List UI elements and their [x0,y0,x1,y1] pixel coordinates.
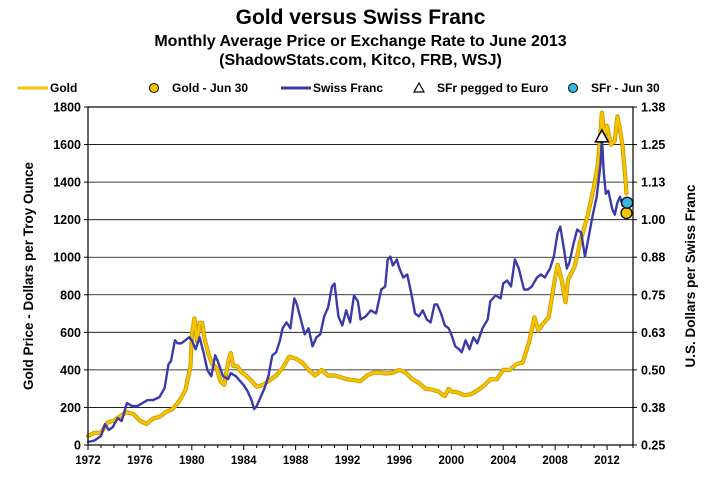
x-tick-label: 1984 [231,455,257,467]
x-tick-label: 2000 [439,455,465,467]
plot-frame [87,106,634,446]
y-left-tick-label: 1800 [53,101,81,115]
swiss-franc-line [86,135,628,444]
chart-title: Gold versus Swiss Franc [235,6,486,29]
gold-jun30-marker [620,206,633,220]
x-tick-label: 1972 [75,455,101,467]
x-tick-label: 2008 [542,455,568,467]
x-tick-label: 2004 [490,455,516,467]
x-tick-label: 2012 [594,455,620,467]
chart-source: (ShadowStats.com, Kitco, FRB, WSJ) [219,52,502,69]
y-left-tick-label: 1400 [53,176,81,190]
chart-subtitle: Monthly Average Price or Exchange Rate t… [154,33,567,50]
y-right-tick-label: 0.50 [641,363,665,377]
markers [594,128,634,220]
gold-line [86,111,628,438]
y-left-tick-label: 1600 [53,138,81,152]
legend-label: SFr - Jun 30 [591,81,660,95]
y-left-tick-label: 400 [60,363,81,377]
y-left-tick-label: 200 [60,401,81,415]
legend-swatch-circle [568,83,578,93]
x-tick-label: 1992 [335,455,361,467]
y-right-tick-label: 0.25 [641,439,665,453]
x-tick-label: 1980 [179,455,205,467]
y-right-tick-label: 0.63 [641,326,665,340]
y-left-tick-label: 0 [74,439,81,453]
y-right-tick-label: 0.38 [641,401,665,415]
y-right-tick-label: 1.38 [641,101,665,115]
axes: 0 0.25 200 0.38 400 0.50 600 0.63 800 0.75 1000 0.8… [21,101,698,468]
y-right-tick-label: 0.75 [641,288,665,302]
legend-label: Gold - Jun 30 [172,81,248,95]
y-left-tick-label: 800 [60,288,81,302]
y-right-axis-label: U.S. Dollars per Swiss Franc [683,184,698,368]
legend-swatch-triangle [412,81,426,93]
x-tick-label: 1988 [283,455,309,467]
y-left-tick-label: 1200 [53,213,81,227]
legend-label: Gold [50,81,77,95]
x-tick-label: 1976 [127,455,153,467]
legend-label: SFr pegged to Euro [437,81,548,95]
y-left-axis-label: Gold Price - Dollars per Troy Ounce [21,161,36,390]
y-right-tick-label: 0.88 [641,251,665,265]
x-tick-label: 1996 [387,455,413,467]
y-left-tick-label: 1000 [53,251,81,265]
y-right-tick-label: 1.25 [641,138,665,152]
plot-border [87,106,634,446]
peg-marker [594,128,610,143]
grid-lines [88,144,633,408]
legend-swatch-circle [149,83,159,93]
series-layer [85,110,629,444]
legend-label: Swiss Franc [313,81,383,95]
y-right-tick-label: 1.13 [641,176,665,190]
y-left-tick-label: 600 [60,326,81,340]
legend: Gold Gold - Jun 30 Swiss Franc SFr pegged t… [18,81,660,95]
sfr-jun30-marker [621,196,634,209]
y-right-tick-label: 1.00 [641,213,665,227]
